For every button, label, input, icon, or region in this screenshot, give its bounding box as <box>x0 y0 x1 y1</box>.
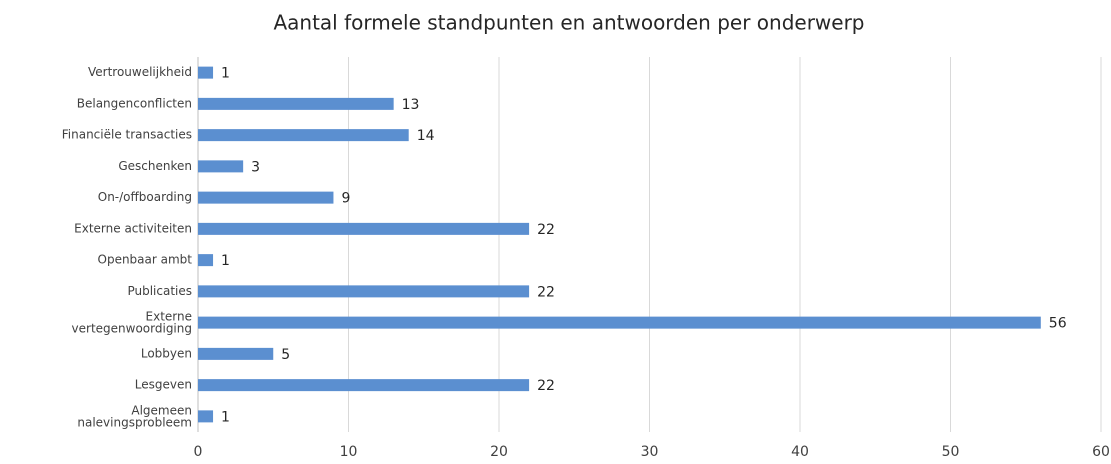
data-label: 22 <box>537 284 555 300</box>
data-label: 1 <box>221 253 230 269</box>
data-label: 56 <box>1049 316 1067 332</box>
y-tick-label: Openbaar ambt <box>98 253 193 267</box>
data-label: 14 <box>417 128 435 144</box>
data-label: 3 <box>251 159 260 175</box>
x-tick-label: 10 <box>340 444 358 460</box>
bar <box>198 347 274 360</box>
chart-title: Aantal formele standpunten en antwoorden… <box>273 11 864 35</box>
bar <box>198 191 334 204</box>
bar <box>198 66 214 79</box>
data-label: 1 <box>221 409 230 425</box>
y-tick-label: Geschenken <box>118 159 192 173</box>
x-tick-label: 40 <box>791 444 809 460</box>
y-tick-label: Lesgeven <box>135 378 192 392</box>
y-tick-label: Externe activiteiten <box>74 221 192 235</box>
bar <box>198 379 530 392</box>
y-tick-label: Externe vertegenwoordiging <box>72 309 192 335</box>
data-label: 5 <box>281 347 290 363</box>
data-label: 13 <box>402 97 420 113</box>
y-tick-label: Belangenconflicten <box>77 96 192 110</box>
bar <box>198 129 409 142</box>
data-label: 9 <box>341 191 350 207</box>
data-label: 22 <box>537 378 555 394</box>
bar <box>198 160 244 173</box>
bar <box>198 285 530 298</box>
y-tick-label: Vertrouwelijkheid <box>88 65 192 79</box>
y-tick-label: Lobbyen <box>141 346 192 360</box>
y-tick-label: Publicaties <box>127 284 192 298</box>
bar <box>198 222 530 235</box>
bar <box>198 97 394 110</box>
y-tick-label: Financiële transacties <box>62 128 192 142</box>
y-tick-label: On-/offboarding <box>98 190 192 204</box>
bar <box>198 254 214 267</box>
x-tick-label: 60 <box>1092 444 1110 460</box>
x-tick-label: 20 <box>490 444 508 460</box>
x-tick-label: 0 <box>194 444 203 460</box>
bar <box>198 316 1041 329</box>
x-tick-label: 50 <box>942 444 960 460</box>
bar <box>198 410 214 423</box>
x-tick-label: 30 <box>641 444 659 460</box>
y-tick-label: Algemeen nalevingsprobleem <box>77 403 192 429</box>
data-label: 1 <box>221 66 230 82</box>
data-label: 22 <box>537 222 555 238</box>
